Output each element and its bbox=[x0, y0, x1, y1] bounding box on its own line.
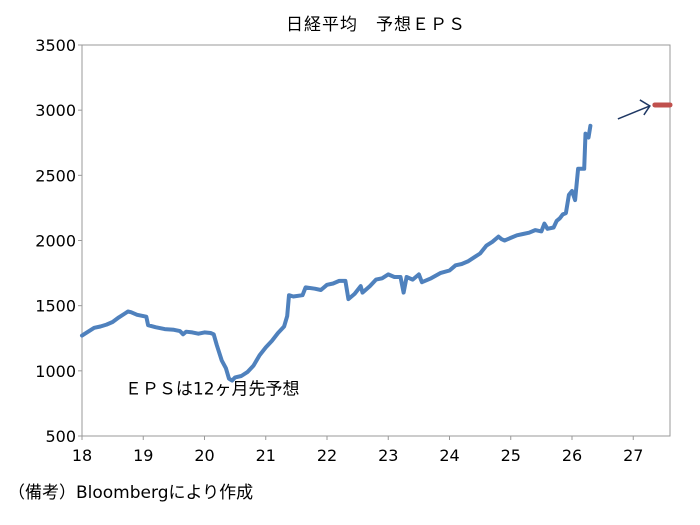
y-tick-label: 2000 bbox=[35, 232, 76, 251]
x-tick-label: 18 bbox=[72, 446, 92, 465]
y-tick-label: 2500 bbox=[35, 166, 76, 185]
eps-series-line bbox=[80, 123, 593, 383]
plot-frame bbox=[81, 44, 671, 437]
y-tick-label: 1500 bbox=[35, 297, 76, 316]
footnote: （備考）Bloombergにより作成 bbox=[8, 483, 254, 503]
chart-title: 日経平均 予想ＥＰＳ bbox=[286, 15, 466, 35]
chart-annotation: ＥＰＳは12ヶ月先予想 bbox=[125, 379, 300, 399]
x-tick-label: 24 bbox=[439, 446, 459, 465]
x-tick-label: 26 bbox=[562, 446, 582, 465]
x-tick-labels: 18 19 20 21 22 23 24 25 26 27 bbox=[72, 436, 643, 465]
x-tick-label: 27 bbox=[623, 446, 643, 465]
y-tick-label: 1000 bbox=[35, 362, 76, 381]
x-tick-label: 19 bbox=[133, 446, 153, 465]
x-tick-label: 23 bbox=[378, 446, 398, 465]
y-tick-label: 3000 bbox=[35, 101, 76, 120]
x-tick-label: 22 bbox=[317, 446, 337, 465]
y-tick-labels: 500 1000 1500 2000 2500 3000 3500 bbox=[35, 36, 82, 446]
x-tick-label: 25 bbox=[501, 446, 521, 465]
axes bbox=[81, 44, 671, 437]
y-tick-label: 3500 bbox=[35, 36, 76, 55]
forecast-arrow bbox=[617, 105, 651, 120]
x-tick-label: 20 bbox=[194, 446, 214, 465]
x-tick-label: 21 bbox=[256, 446, 276, 465]
forecast-arrow-head bbox=[639, 99, 651, 116]
y-tick-label: 500 bbox=[45, 427, 76, 446]
